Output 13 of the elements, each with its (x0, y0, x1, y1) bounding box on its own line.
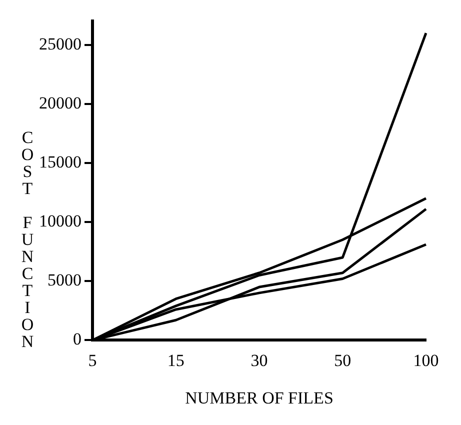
x-tick-label: 30 (250, 350, 268, 370)
y-tick-label: 5000 (48, 270, 82, 290)
x-tick-label: 100 (413, 350, 439, 370)
y-axis-title: COST FUNCTION (18, 128, 37, 349)
y-tick-label: 25000 (39, 34, 82, 54)
x-tick-label: 15 (167, 350, 184, 370)
x-axis-title: NUMBER OF FILES (185, 388, 334, 408)
y-tick-label: 0 (73, 330, 82, 349)
y-tick-label: 15000 (39, 152, 82, 172)
y-tick-label: 20000 (39, 93, 82, 112)
y-tick-label: 10000 (39, 212, 82, 231)
x-tick-label: 50 (334, 350, 352, 370)
x-tick-label: 5 (88, 350, 97, 370)
